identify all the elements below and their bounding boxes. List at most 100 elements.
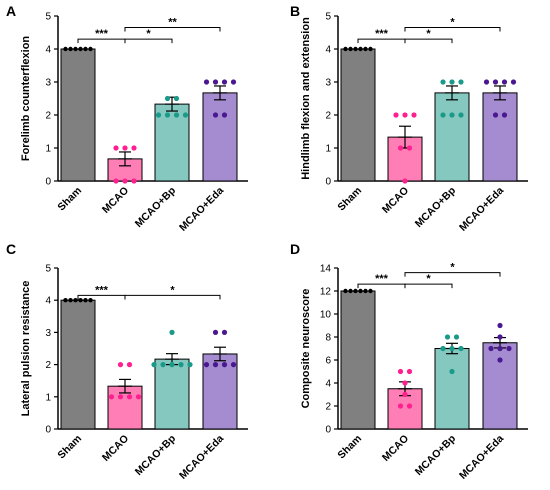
y-tick-label: 4 [45, 296, 51, 307]
significance-bracket [404, 38, 453, 44]
y-tick-label: 14 [320, 264, 332, 275]
x-tick-label: MCAO+Bp [133, 433, 178, 478]
data-point [113, 145, 119, 151]
data-point [368, 288, 373, 294]
data-point [155, 112, 162, 118]
data-point [488, 345, 494, 352]
data-point [458, 79, 464, 85]
data-point [117, 394, 124, 400]
data-point [83, 298, 88, 303]
bar-mcao-eda [482, 92, 518, 182]
x-tick-label: MCAO+Eda [457, 185, 506, 234]
y-tick-label: 2 [45, 360, 51, 371]
x-tick-label: Sham [335, 433, 364, 462]
panel-letter: D [290, 241, 300, 257]
x-tick-label: MCAO [100, 433, 131, 464]
data-point [397, 368, 404, 375]
panel-letter: B [290, 3, 300, 19]
data-point [212, 112, 219, 118]
data-point [406, 145, 413, 151]
data-point [212, 362, 219, 368]
significance-label: *** [375, 28, 389, 40]
bar-mcao-eda [482, 342, 518, 430]
data-point [440, 79, 446, 85]
data-point [363, 46, 368, 52]
bar-sham [60, 48, 96, 182]
data-point [393, 112, 399, 118]
y-tick-label: 1 [45, 392, 51, 403]
data-point [221, 329, 228, 335]
data-point [131, 145, 137, 151]
y-axis-label: Hindlimb flexion and extension [300, 17, 312, 180]
y-tick-label: 0 [45, 425, 51, 436]
bar-sham [60, 299, 96, 430]
y-axis-label: Composite neuroscore [300, 289, 312, 409]
y-tick-label: 4 [325, 379, 331, 390]
data-point [444, 334, 451, 340]
data-point [178, 362, 184, 368]
data-point [402, 178, 408, 184]
y-tick-label: 1 [45, 144, 51, 155]
data-point [343, 46, 348, 52]
x-tick-label: Sham [55, 185, 84, 214]
significance-bracket [124, 38, 173, 44]
data-point [117, 362, 124, 368]
y-tick-label: 4 [45, 45, 51, 56]
data-point [173, 112, 180, 118]
significance-label: *** [95, 28, 109, 40]
data-point [126, 362, 133, 368]
data-point [501, 112, 508, 118]
bar-mcao-eda [202, 353, 238, 430]
panel-c: C 0 1 2 3 4 5 Lateral pulsion resistance Sham MCA… [6, 241, 248, 482]
data-point [358, 288, 363, 294]
significance-label: * [426, 28, 431, 40]
data-point [449, 368, 455, 375]
data-point [187, 362, 193, 368]
data-point [63, 298, 68, 303]
data-point [497, 357, 503, 363]
bar-mcao-bp [154, 103, 190, 182]
data-point [397, 145, 404, 151]
data-point [363, 288, 368, 294]
data-point [492, 79, 499, 85]
panel-letter: C [6, 241, 16, 257]
y-tick-label: 0 [325, 177, 331, 188]
data-point [108, 394, 115, 400]
data-point [483, 79, 490, 85]
data-point [449, 79, 455, 85]
y-tick-label: 4 [325, 45, 331, 56]
significance-label: * [170, 284, 175, 296]
bar-mcao-bp [434, 92, 470, 182]
data-point [358, 46, 363, 52]
significance-label: ** [168, 17, 177, 29]
y-tick-label: 5 [45, 12, 51, 23]
data-point [78, 298, 83, 303]
data-point [353, 46, 358, 52]
data-point [122, 178, 128, 184]
data-point [458, 112, 464, 118]
data-point [131, 178, 137, 184]
data-point [510, 79, 517, 85]
panel-b: B 0 1 2 3 4 5 Hindlimb flexion and extension Sha… [290, 3, 528, 234]
y-tick-label: 3 [45, 328, 51, 339]
significance-label: * [426, 273, 431, 285]
data-point [68, 298, 73, 303]
data-point [212, 329, 219, 335]
bar-mcao-bp [434, 348, 470, 430]
data-point [164, 95, 171, 102]
x-tick-label: Sham [335, 185, 364, 214]
data-point [453, 334, 460, 340]
data-point [126, 394, 133, 400]
data-point [411, 112, 417, 118]
x-tick-label: MCAO+Bp [413, 185, 458, 230]
bar-mcao-bp [154, 358, 190, 430]
data-point [173, 95, 180, 102]
y-tick-label: 0 [325, 425, 331, 436]
data-point [122, 145, 128, 151]
significance-label: *** [95, 284, 109, 296]
data-point [151, 362, 157, 368]
data-point [221, 112, 228, 118]
y-tick-label: 0 [45, 177, 51, 188]
y-tick-label: 1 [325, 144, 331, 155]
